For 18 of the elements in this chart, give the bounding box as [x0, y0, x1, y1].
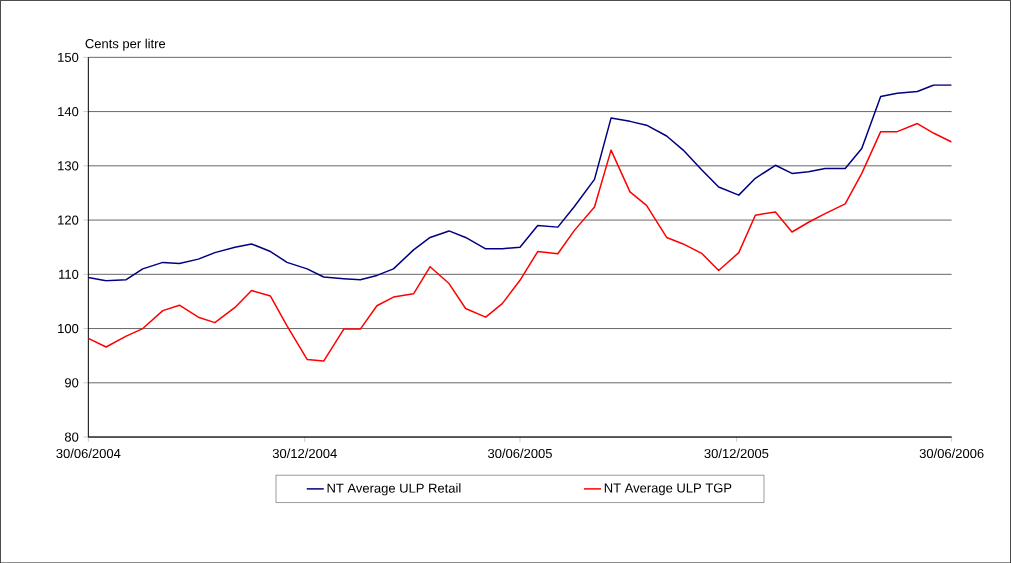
line-series	[88, 122, 952, 362]
x-tick-label: 30/06/2005	[487, 448, 552, 458]
y-tick-label: 100	[58, 323, 79, 333]
y-tick-label: 150	[58, 52, 79, 62]
legend-label: NT Average ULP TGP	[604, 483, 732, 495]
legend-label: NT Average ULP Retail	[327, 483, 461, 496]
line-series	[88, 84, 952, 282]
y-tick-label: 120	[58, 215, 79, 225]
y-tick-label: 80	[64, 432, 79, 442]
y-tick-label: 90	[64, 378, 79, 388]
x-tick-label: 30/06/2004	[56, 448, 121, 458]
y-tick-label: 130	[58, 161, 79, 171]
x-tick-label: 30/12/2005	[704, 448, 769, 458]
y-axis-title: Cents per litre	[85, 38, 166, 51]
y-tick-label: 110	[59, 269, 79, 279]
x-tick-label: 30/06/2006	[919, 448, 984, 458]
y-tick-label: 140	[58, 106, 79, 117]
x-tick-label: 30/12/2004	[272, 448, 337, 458]
